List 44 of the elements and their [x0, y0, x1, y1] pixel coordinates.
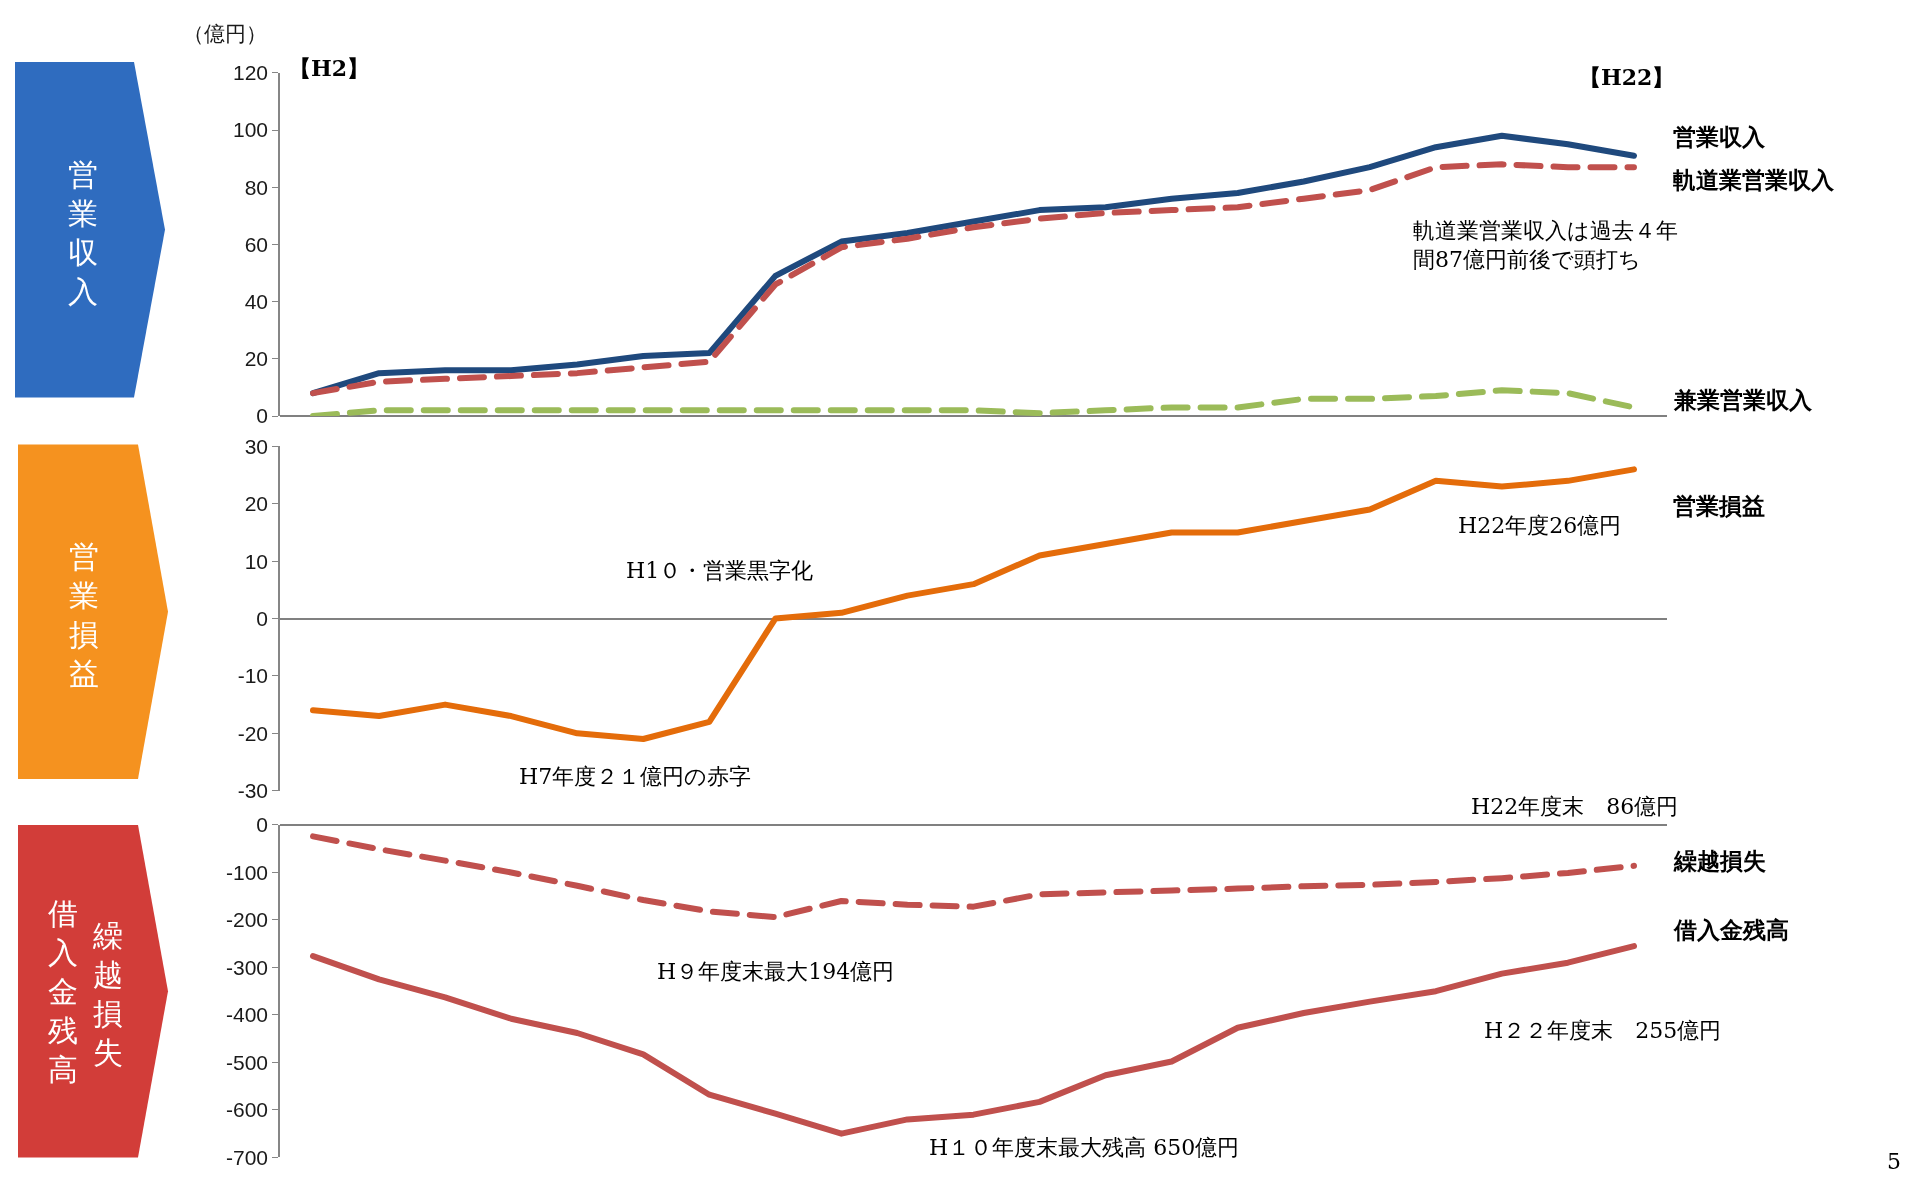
y-tick-label: -20: [237, 721, 269, 745]
annotation: 軌道業営業収入は過去４年間87億円前後で頭打ち: [1413, 218, 1678, 272]
y-tick-label: 60: [244, 232, 269, 256]
y-tick-label: 20: [244, 492, 269, 516]
y-tick-label: 80: [244, 175, 269, 199]
y-tick-label: -10: [237, 664, 269, 688]
y-tick-label: 10: [244, 549, 269, 573]
y-tick-label: 40: [244, 289, 269, 313]
text: 繰越損失: [92, 918, 123, 1070]
series-label: 営業収入: [1673, 124, 1766, 150]
y-tick-label: 0: [256, 606, 269, 630]
y-tick-label: -500: [226, 1050, 269, 1074]
y-tick-label: 30: [244, 434, 269, 458]
text: 5: [1887, 1149, 1901, 1174]
annotation: H7年度２１億円の赤字: [519, 764, 752, 789]
annotation: H1０・営業黒字化: [626, 558, 814, 583]
y-tick-label: 0: [256, 813, 269, 837]
y-tick-label: -100: [226, 860, 269, 884]
y-tick-label: 0: [256, 404, 269, 428]
annotation: 【H22】: [1579, 64, 1675, 90]
y-tick-label: -200: [226, 908, 269, 932]
y-tick-label: -400: [226, 1003, 269, 1027]
annotation: H９年度末最大194億円: [657, 959, 895, 984]
y-tick-label: -300: [226, 955, 269, 979]
y-tick-label: -600: [226, 1098, 269, 1122]
annotation: H１０年度末最大残高 650億円: [929, 1135, 1240, 1160]
series-label: 繰越損失: [1673, 848, 1766, 874]
series-label: 兼業営業収入: [1673, 387, 1813, 413]
y-tick-label: 20: [244, 347, 269, 371]
series-label: 借入金残高: [1673, 917, 1789, 943]
annotation: H22年度26億円: [1458, 513, 1622, 538]
y-tick-label: 120: [233, 61, 269, 85]
y-tick-label: -30: [237, 779, 269, 803]
series-label: 営業損益: [1673, 493, 1765, 519]
annotation: H２２年度末 255億円: [1484, 1018, 1722, 1043]
series-label: 軌道業営業収入: [1673, 167, 1835, 193]
text: 営業損益: [69, 539, 99, 691]
text: 営業収入: [68, 157, 98, 309]
y-tick-label: -700: [226, 1145, 269, 1169]
y-axis-title: （億円）: [183, 22, 267, 46]
annotation: 【H2】: [289, 55, 370, 81]
text: 借入金残高: [48, 896, 78, 1087]
text: H22年度末 86億円: [1471, 794, 1679, 819]
y-tick-label: 100: [233, 118, 269, 142]
